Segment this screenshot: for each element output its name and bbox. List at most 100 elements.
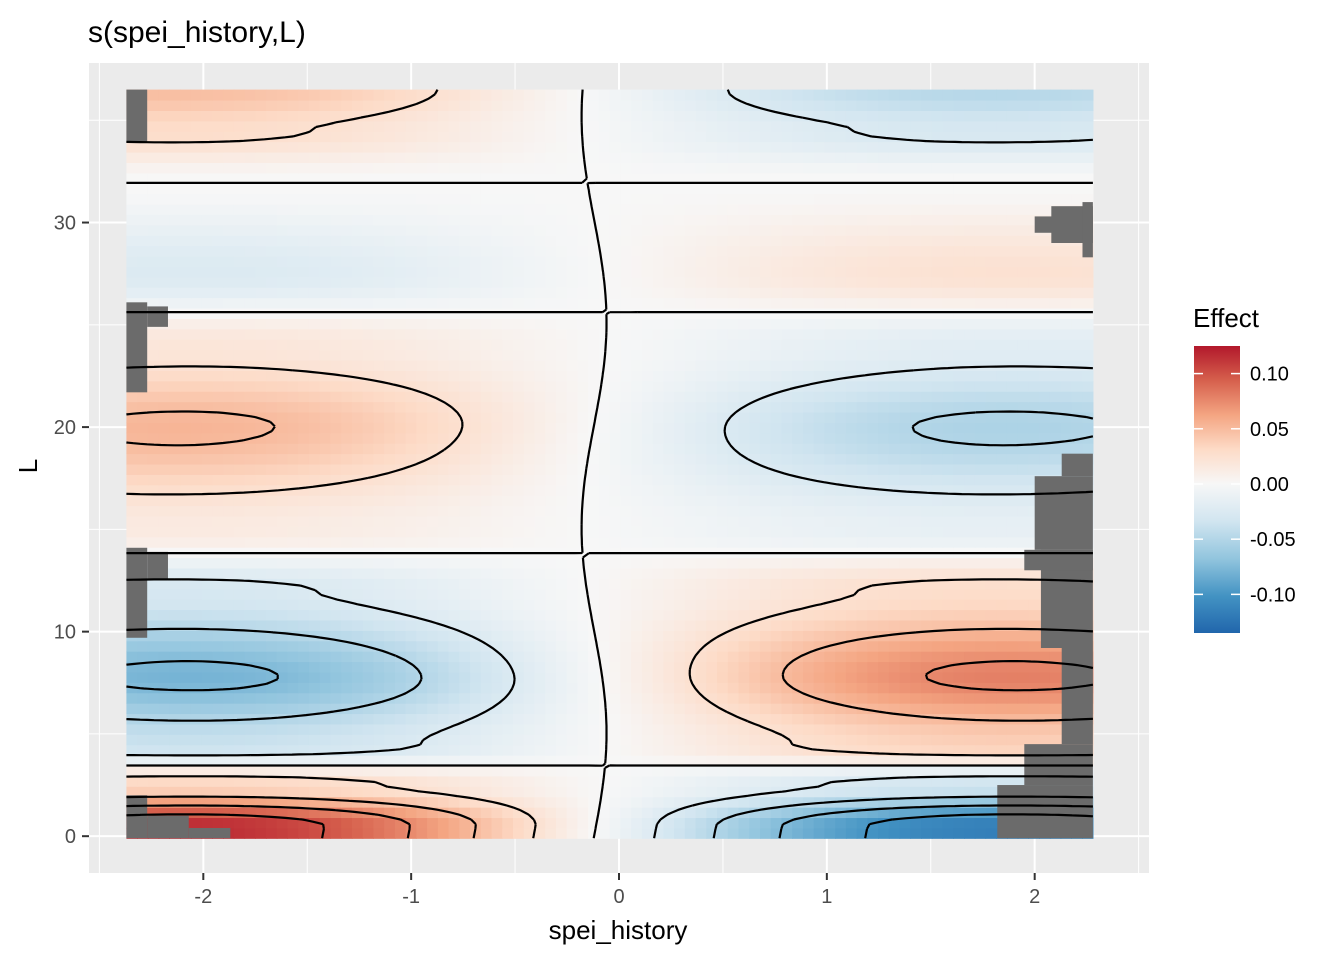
heatmap-cell [513, 453, 525, 465]
heatmap-cell [513, 443, 525, 455]
heatmap-cell [921, 515, 933, 527]
heatmap-cell [598, 713, 611, 725]
heatmap-cell [802, 807, 815, 819]
heatmap-cell [394, 328, 407, 340]
heatmap-cell [147, 640, 160, 652]
heatmap-cell [910, 391, 922, 403]
heatmap-cell [835, 723, 847, 735]
heatmap-cell [244, 266, 256, 278]
heatmap-cell [674, 536, 686, 548]
heatmap-cell [330, 619, 342, 631]
heatmap-cell [212, 619, 224, 631]
heatmap-cell [362, 817, 374, 829]
heatmap-cell [620, 807, 632, 819]
heatmap-cell [684, 328, 697, 340]
heatmap-cell [824, 651, 836, 663]
heatmap-cell [1028, 297, 1040, 309]
heatmap-cell [555, 578, 568, 590]
heatmap-cell [695, 827, 707, 839]
heatmap-cell [362, 588, 374, 600]
heatmap-cell [255, 734, 267, 746]
heatmap-cell [276, 287, 289, 299]
heatmap-cell [781, 463, 793, 475]
heatmap-cell [351, 651, 364, 663]
heatmap-cell [706, 817, 718, 829]
heatmap-cell [534, 318, 546, 330]
heatmap-cell [996, 567, 1008, 579]
heatmap-cell [813, 380, 826, 392]
heatmap-cell [384, 619, 396, 631]
heatmap-cell [158, 359, 170, 371]
heatmap-cell [555, 515, 568, 527]
heatmap-cell [437, 682, 450, 694]
heatmap-cell [631, 526, 643, 538]
heatmap-cell [416, 287, 428, 299]
heatmap-cell [792, 515, 804, 527]
heatmap-cell [1028, 484, 1040, 496]
heatmap-cell [384, 661, 396, 673]
heatmap-cell [974, 505, 987, 517]
heatmap-cell [717, 692, 729, 704]
heatmap-cell [620, 318, 632, 330]
heatmap-cell [609, 484, 621, 496]
heatmap-cell [749, 786, 761, 798]
heatmap-cell [824, 318, 836, 330]
heatmap-cell [588, 807, 600, 819]
heatmap-cell [427, 484, 439, 496]
heatmap-cell [674, 474, 686, 486]
heatmap-cell [180, 692, 192, 704]
heatmap-cell [1039, 318, 1051, 330]
heatmap-cell [491, 443, 503, 455]
heatmap-cell [480, 703, 493, 715]
heatmap-cell [427, 557, 439, 569]
heatmap-cell [964, 287, 976, 299]
heatmap-cell [158, 411, 170, 423]
heatmap-cell [1006, 640, 1019, 652]
heatmap-cell [1039, 453, 1051, 465]
heatmap-cell [416, 266, 428, 278]
heatmap-cell [770, 463, 783, 475]
heatmap-cell [437, 765, 450, 777]
heatmap-cell [480, 536, 493, 548]
heatmap-cell [137, 775, 149, 787]
heatmap-cell [233, 599, 246, 611]
heatmap-cell [201, 432, 213, 444]
heatmap-cell [137, 765, 149, 777]
heatmap-cell [502, 453, 514, 465]
heatmap-cell [287, 796, 299, 808]
heatmap-cell [351, 463, 364, 475]
heatmap-cell [190, 453, 203, 465]
heatmap-cell [169, 349, 181, 361]
heatmap-cell [974, 495, 987, 507]
heatmap-cell [448, 599, 460, 611]
heatmap-cell [1017, 703, 1030, 715]
heatmap-cell [684, 474, 697, 486]
heatmap-cell [405, 630, 417, 642]
heatmap-cell [523, 807, 536, 819]
heatmap-cell [502, 599, 514, 611]
heatmap-cell [169, 734, 181, 746]
heatmap-cell [620, 744, 632, 756]
heatmap-cell [1028, 422, 1040, 434]
heatmap-cell [588, 723, 600, 735]
heatmap-cell [588, 817, 600, 829]
heatmap-cell [1039, 287, 1051, 299]
heatmap-cell [706, 349, 718, 361]
heatmap-cell [706, 297, 718, 309]
heatmap-cell [362, 619, 374, 631]
heatmap-cell [695, 349, 707, 361]
heatmap-cell [298, 557, 310, 569]
heatmap-cell [158, 692, 170, 704]
heatmap-cell [266, 723, 278, 735]
heatmap-cell [717, 266, 729, 278]
heatmap-cell [717, 796, 729, 808]
heatmap-cell [147, 807, 160, 819]
heatmap-cell [534, 359, 546, 371]
heatmap-cell [738, 463, 750, 475]
heatmap-cell [244, 661, 256, 673]
heatmap-cell [534, 786, 546, 798]
heatmap-cell [523, 297, 536, 309]
heatmap-cell [545, 786, 557, 798]
heatmap-cell [276, 557, 289, 569]
heatmap-cell [470, 682, 482, 694]
